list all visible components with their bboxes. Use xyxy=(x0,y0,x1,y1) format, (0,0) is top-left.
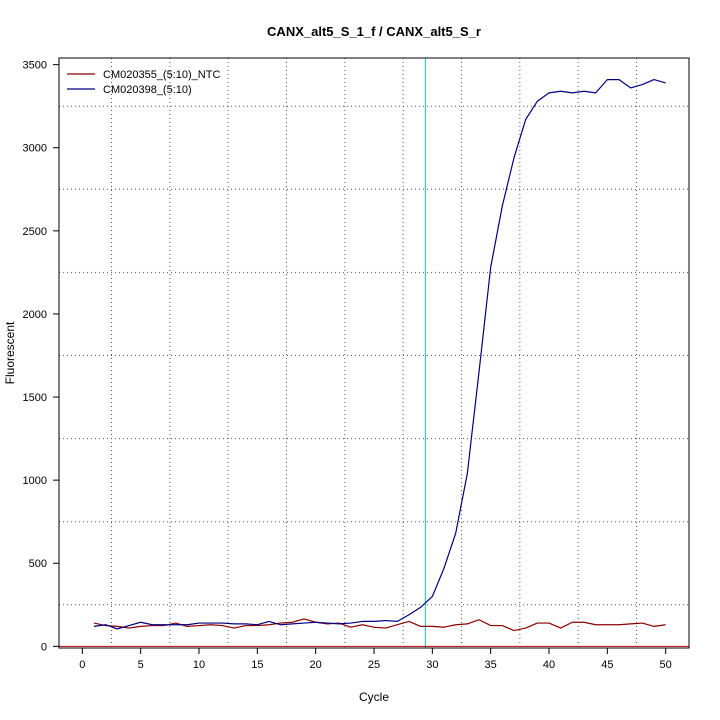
x-tick-label: 50 xyxy=(660,659,672,671)
legend-label-2: CM020398_(5:10) xyxy=(103,84,192,96)
x-tick-label: 35 xyxy=(485,659,497,671)
series-layer xyxy=(93,79,666,632)
y-axis: 0 500 1000 1500 2000 2500 3000 3500 xyxy=(23,60,59,653)
y-tick-label: 3500 xyxy=(23,60,47,72)
y-tick-label: 3000 xyxy=(23,143,47,155)
legend: CM020355_(5:10)_NTC CM020398_(5:10) xyxy=(67,69,220,96)
x-axis: 0 5 10 15 20 25 30 35 40 45 50 xyxy=(79,648,672,671)
x-tick-label: 45 xyxy=(601,659,613,671)
x-tick-label: 10 xyxy=(193,659,205,671)
series-line-2 xyxy=(93,79,666,630)
grid xyxy=(59,58,689,648)
x-axis-label: Cycle xyxy=(359,690,389,704)
x-tick-label: 5 xyxy=(138,659,144,671)
x-tick-label: 0 xyxy=(79,659,85,671)
legend-label-1: CM020355_(5:10)_NTC xyxy=(103,69,220,81)
x-tick-label: 30 xyxy=(426,659,438,671)
y-tick-label: 0 xyxy=(41,641,47,653)
y-tick-label: 1000 xyxy=(23,475,47,487)
y-tick-label: 2500 xyxy=(23,226,47,238)
series-line-1 xyxy=(93,618,666,632)
x-tick-label: 40 xyxy=(543,659,555,671)
y-tick-label: 2000 xyxy=(23,309,47,321)
plot-frame xyxy=(58,57,690,649)
y-tick-label: 1500 xyxy=(23,392,47,404)
chart-title: CANX_alt5_S_1_f / CANX_alt5_S_r xyxy=(267,24,481,39)
x-tick-label: 15 xyxy=(251,659,263,671)
x-tick-label: 25 xyxy=(368,659,380,671)
x-tick-label: 20 xyxy=(310,659,322,671)
y-tick-label: 500 xyxy=(29,558,47,570)
y-axis-label: Fluorescent xyxy=(3,321,17,384)
